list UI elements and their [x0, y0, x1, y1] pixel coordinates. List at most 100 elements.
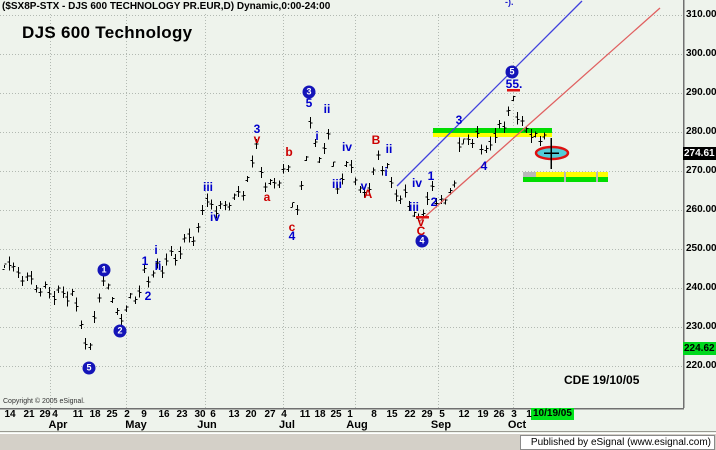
wave-label: v	[253, 132, 261, 146]
date-axis-tick: 9	[141, 409, 147, 420]
date-axis-tick: 11	[299, 409, 311, 420]
price-bars	[2, 96, 547, 350]
date-axis-tick: 25	[330, 409, 342, 420]
wave-label: 5	[305, 96, 313, 110]
date-axis-tick: 29	[421, 409, 433, 420]
wave-circle-label: 3	[302, 85, 316, 99]
date-axis-tick: 2	[124, 409, 130, 420]
month-label: Aug	[346, 419, 368, 431]
date-axis-tick: 15	[386, 409, 398, 420]
wave-circle-label: 5	[505, 65, 519, 79]
highlighted-date-badge: 10/19/05	[531, 408, 574, 420]
date-axis-tick: 1	[347, 409, 353, 420]
wave-label: 1	[427, 169, 435, 183]
month-label: Jun	[197, 419, 217, 431]
last-price-badge: 274.61	[683, 147, 716, 160]
trendline-0[interactable]	[396, 0, 583, 187]
symbol-title-bar: ($SX8P-STX - DJS 600 TECHNOLOGY PR.EUR,D…	[2, 1, 331, 12]
support-resistance-bands[interactable]	[433, 128, 608, 182]
price-axis-tick: 280.00	[686, 126, 716, 137]
price-axis-tick: 250.00	[686, 243, 716, 254]
date-axis-tick: 27	[264, 409, 276, 420]
month-label: Jul	[279, 419, 295, 431]
price-axis-tick: 260.00	[686, 204, 716, 215]
date-axis-tick: 18	[314, 409, 326, 420]
wave-label: 4	[480, 159, 488, 173]
wave-label: i	[154, 243, 158, 257]
trendline-1[interactable]	[418, 7, 661, 223]
wave-label: iv	[411, 176, 423, 190]
crosshair-cursor[interactable]	[544, 138, 559, 169]
wave-label: iv	[209, 210, 221, 224]
wave-label: c	[288, 220, 296, 234]
date-axis-tick: 12	[458, 409, 470, 420]
date-axis-tick: 6	[210, 409, 216, 420]
chart-title: DJS 600 Technology	[22, 23, 193, 42]
date-axis-tick: 23	[176, 409, 188, 420]
wave-label: iii	[408, 200, 420, 214]
price-axis-tick: 270.00	[686, 165, 716, 176]
wave-label: C	[416, 224, 426, 238]
wave-label: iv	[341, 140, 353, 154]
price-axis-tick: 300.00	[686, 48, 716, 59]
month-label: May	[125, 419, 147, 431]
published-by-label: Published by eSignal (www.esignal.com)	[520, 435, 715, 450]
price-axis-tick: 240.00	[686, 282, 716, 293]
wave-label: 2	[430, 195, 438, 209]
wave-label: ii	[154, 259, 162, 273]
date-axis-tick: 19	[477, 409, 489, 420]
date-axis-tick: 3	[511, 409, 517, 420]
red-level-mark[interactable]	[416, 216, 429, 219]
date-axis-tick: 18	[89, 409, 101, 420]
wave-label: ii	[385, 142, 393, 156]
price-axis-tick: 310.00	[686, 9, 716, 20]
date-axis-tick: 13	[228, 409, 240, 420]
date-axis-tick: 4	[281, 409, 287, 420]
date-axis-tick: 11	[72, 409, 84, 420]
wave-label: i	[384, 165, 388, 179]
wave-label: ii	[323, 102, 331, 116]
wave-label: iii	[331, 177, 343, 191]
wave-label: 3	[253, 122, 261, 136]
wave-label: iii	[202, 180, 214, 194]
wave-label: 4	[288, 229, 296, 243]
wave-label: 2	[144, 289, 152, 303]
wave-circle-label: 4	[415, 234, 429, 248]
date-axis-tick: 30	[194, 409, 206, 420]
wave-label: a	[263, 190, 271, 204]
date-axis-tick: 20	[245, 409, 257, 420]
wave-label: 1	[141, 254, 149, 268]
wave-circle-label: 5	[82, 361, 96, 375]
date-axis-tick: 14	[4, 409, 16, 420]
cde-note-label: CDE 19/10/05	[564, 373, 640, 387]
price-axis-tick: 230.00	[686, 321, 716, 332]
date-axis-tick: 16	[158, 409, 170, 420]
wave-label: A	[363, 187, 373, 201]
date-axis-tick: 26	[493, 409, 505, 420]
date-axis-tick: 25	[106, 409, 118, 420]
date-axis-tick: 1	[526, 409, 532, 420]
wave-label: B	[371, 133, 381, 147]
date-axis-tick: 8	[371, 409, 377, 420]
wave-label: 55.	[505, 77, 523, 91]
wave-circle-label: 1	[97, 263, 111, 277]
date-axis-tick: 4	[52, 409, 58, 420]
status-bar: Published by eSignal (www.esignal.com)	[0, 433, 716, 450]
wave-label: 3	[455, 113, 463, 127]
date-axis-tick: 5	[439, 409, 445, 420]
wave-label: v	[360, 179, 368, 193]
price-axis-tick: 220.00	[686, 360, 716, 371]
month-label: Oct	[507, 419, 527, 431]
low-price-badge: 224.62	[683, 342, 716, 355]
red-level-mark[interactable]	[507, 89, 520, 92]
gridlines	[0, 14, 683, 408]
price-axis-tick: 290.00	[686, 87, 716, 98]
wave-circle-label: 2	[113, 324, 127, 338]
wave-label: i	[315, 129, 319, 143]
wave-label: v	[417, 215, 425, 229]
date-axis-tick: 21	[23, 409, 35, 420]
month-label: Sep	[430, 419, 452, 431]
copyright-text: Copyright © 2005 eSignal.	[3, 398, 85, 405]
date-axis-tick: 29	[39, 409, 51, 420]
